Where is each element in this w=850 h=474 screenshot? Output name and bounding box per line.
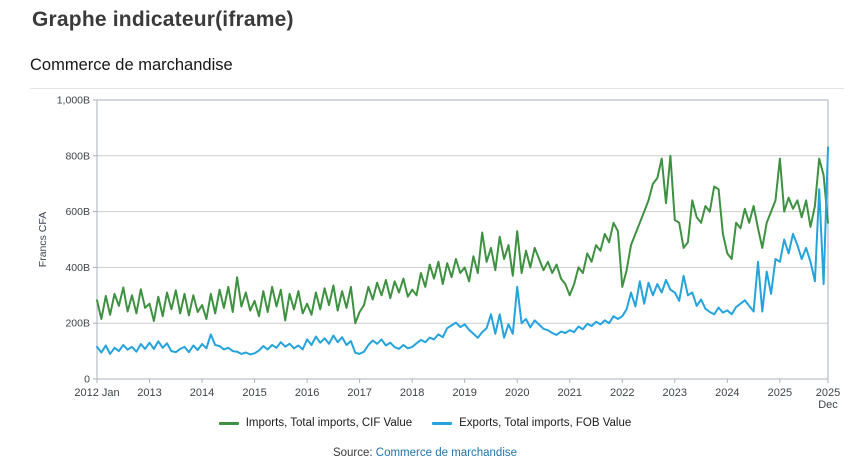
x-tick-label: 2021 — [558, 387, 582, 399]
y-tick-label: 1,000B — [57, 95, 90, 107]
x-tick-label: 2017 — [347, 387, 371, 399]
legend-item-exports[interactable]: Exports, Total imports, FOB Value — [432, 417, 631, 429]
x-tick-label: 2020 — [505, 387, 529, 399]
exports-line-swatch — [432, 421, 453, 425]
x-tick-label: 2013 — [137, 387, 161, 399]
source-line: Source: Commerce de marchandise — [0, 447, 850, 459]
y-axis-title: Francs CFA — [37, 212, 49, 267]
legend-item-imports[interactable]: Imports, Total imports, CIF Value — [218, 417, 413, 429]
chart-area[interactable]: 0 200B 400B 600B 800B 1,000B 2012 Jan 2013 2014 2… — [0, 88, 850, 420]
x-tick-label: 2016 — [295, 387, 319, 399]
series-line-1[interactable] — [96, 146, 829, 356]
series-line-0[interactable] — [96, 154, 829, 325]
source-label: Source: — [332, 447, 373, 459]
imports-line-swatch — [218, 421, 239, 425]
y-tick-label: 400B — [65, 262, 90, 274]
y-tick-label: 0 — [84, 374, 90, 386]
x-tick-label: 2012 Jan — [74, 387, 119, 399]
chart-legend: Imports, Total imports, CIF Value Export… — [0, 417, 850, 429]
x-tick-label: 2022 — [610, 387, 634, 399]
chart-canvas[interactable]: 0 200B 400B 600B 800B 1,000B 2012 Jan 2013 2014 2… — [0, 88, 850, 420]
x-tick-label: 2019 — [452, 387, 476, 399]
y-tick-label: 800B — [65, 150, 90, 162]
chart-title: Commerce de marchandise — [30, 56, 233, 74]
source-link[interactable]: Commerce de marchandise — [375, 447, 518, 459]
plot-border — [96, 99, 829, 380]
x-tick-label: 2025 — [768, 387, 792, 399]
x-tick-label: 2023 — [663, 387, 687, 399]
y-tick-label: 200B — [65, 318, 90, 330]
page-title: Graphe indicateur(iframe) — [32, 8, 294, 31]
x-tick-label: 2015 — [242, 387, 266, 399]
legend-label-exports: Exports, Total imports, FOB Value — [459, 417, 632, 429]
x-tick-label: 2014 — [190, 387, 214, 399]
legend-label-imports: Imports, Total imports, CIF Value — [245, 417, 413, 429]
x-tick-label: 2024 — [715, 387, 739, 399]
x-tick-label: 2025 — [816, 387, 840, 399]
x-tick-sublabel: Dec — [818, 399, 838, 411]
x-tick-label: 2018 — [400, 387, 424, 399]
y-tick-label: 600B — [65, 206, 90, 218]
panel-divider — [30, 88, 844, 89]
